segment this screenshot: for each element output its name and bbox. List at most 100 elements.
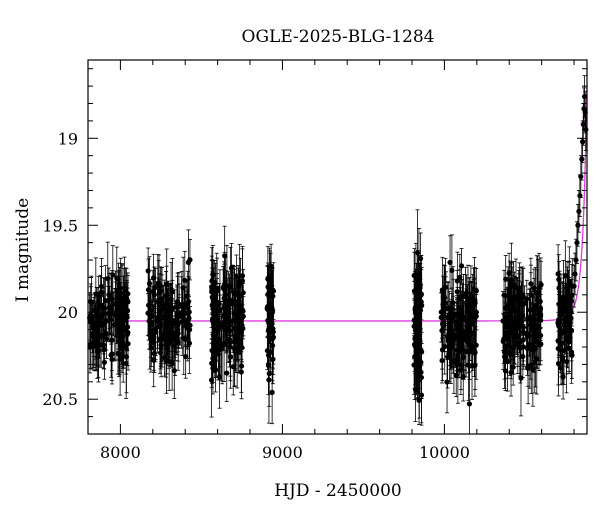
data-point xyxy=(214,282,220,324)
chart-title: OGLE-2025-BLG-1284 xyxy=(242,27,435,47)
data-marker xyxy=(269,389,275,395)
data-point xyxy=(176,294,182,340)
data-marker xyxy=(447,325,454,332)
data-marker xyxy=(233,273,239,279)
data-marker xyxy=(511,295,517,301)
data-point xyxy=(510,348,516,386)
data-marker xyxy=(156,312,162,318)
data-point xyxy=(471,278,477,356)
data-marker xyxy=(501,354,508,360)
data-point xyxy=(125,275,131,329)
data-marker xyxy=(89,315,95,321)
data-marker xyxy=(556,276,562,283)
data-marker xyxy=(217,325,223,331)
data-point xyxy=(438,292,444,343)
data-marker xyxy=(268,263,274,269)
data-marker xyxy=(239,278,246,284)
data-point xyxy=(269,309,276,382)
data-point xyxy=(116,330,122,378)
data-point xyxy=(231,323,238,361)
data-point xyxy=(453,353,459,398)
data-point xyxy=(239,327,245,368)
data-marker xyxy=(120,344,126,350)
data-marker xyxy=(516,298,522,304)
data-point xyxy=(525,328,531,405)
data-marker xyxy=(165,302,171,308)
data-point xyxy=(233,254,239,298)
data-point xyxy=(458,248,465,284)
data-marker xyxy=(236,308,243,315)
data-marker xyxy=(573,257,579,263)
data-marker xyxy=(108,352,114,358)
data-marker xyxy=(572,271,578,277)
data-marker xyxy=(185,259,192,265)
data-marker xyxy=(500,338,506,344)
data-point xyxy=(239,248,246,314)
data-point xyxy=(182,321,188,358)
data-point xyxy=(532,310,539,388)
data-marker xyxy=(115,311,122,317)
data-point xyxy=(520,314,526,365)
data-marker xyxy=(109,296,115,302)
data-point xyxy=(501,333,508,380)
data-point xyxy=(524,297,530,376)
mask-bottom xyxy=(0,434,600,512)
data-point xyxy=(467,306,473,362)
data-point xyxy=(112,288,118,362)
data-marker xyxy=(520,337,526,343)
data-point xyxy=(265,335,272,396)
data-point xyxy=(211,291,217,373)
data-marker xyxy=(184,293,190,299)
data-marker xyxy=(164,281,170,287)
data-point xyxy=(229,272,235,336)
data-marker xyxy=(560,296,566,302)
data-marker xyxy=(94,348,100,354)
data-point xyxy=(219,307,225,385)
data-point xyxy=(187,300,193,359)
data-marker xyxy=(227,339,233,345)
data-marker xyxy=(95,314,101,320)
data-point xyxy=(227,308,233,377)
data-marker xyxy=(239,345,245,351)
data-marker xyxy=(112,301,119,307)
data-marker xyxy=(580,139,586,145)
data-marker xyxy=(472,297,478,303)
data-point xyxy=(415,284,422,378)
data-marker xyxy=(240,290,246,296)
data-marker xyxy=(98,332,104,338)
data-marker xyxy=(517,345,523,351)
data-marker xyxy=(158,322,164,329)
data-marker xyxy=(224,370,230,376)
data-point xyxy=(116,276,123,341)
data-marker xyxy=(112,322,118,328)
data-point xyxy=(529,290,535,362)
data-marker xyxy=(510,328,516,334)
data-point xyxy=(151,315,157,359)
data-point xyxy=(447,312,453,355)
data-marker xyxy=(208,377,215,383)
data-marker xyxy=(221,287,228,293)
data-marker xyxy=(558,340,564,346)
data-point xyxy=(179,276,185,349)
data-point xyxy=(224,344,230,403)
data-marker xyxy=(176,314,182,320)
data-marker xyxy=(123,289,129,295)
data-point xyxy=(457,287,464,330)
data-point xyxy=(418,232,424,285)
data-marker xyxy=(170,330,176,336)
data-marker xyxy=(145,287,152,293)
data-marker xyxy=(511,282,517,288)
data-point xyxy=(89,301,95,335)
data-point xyxy=(447,235,453,290)
data-point xyxy=(507,260,513,325)
data-marker xyxy=(579,156,585,162)
data-marker xyxy=(151,350,158,357)
data-marker xyxy=(171,367,177,374)
data-marker xyxy=(501,292,507,298)
data-marker xyxy=(583,126,589,133)
data-marker xyxy=(453,372,459,378)
data-marker xyxy=(439,357,445,364)
data-marker xyxy=(580,121,586,127)
